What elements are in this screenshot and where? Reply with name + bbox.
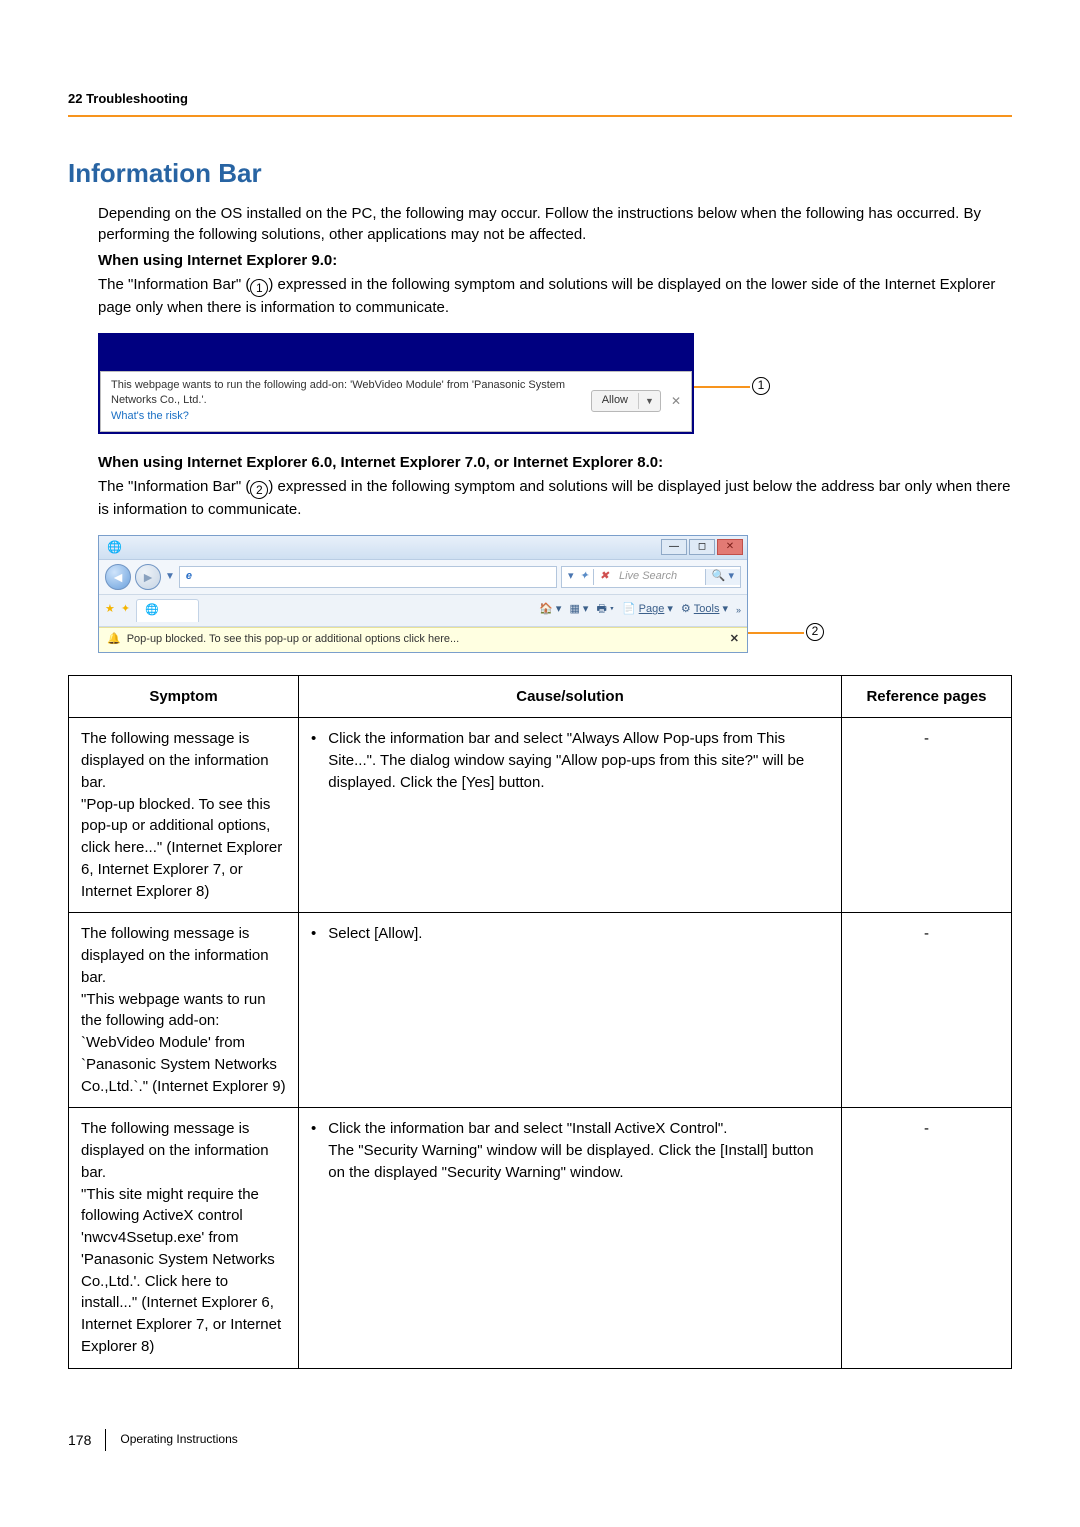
- maximize-button[interactable]: ◻: [689, 539, 715, 555]
- window-close-button[interactable]: ✕: [717, 539, 743, 555]
- circled-1-inline: 1: [250, 279, 268, 297]
- symptom-cell: The following message is displayed on th…: [69, 718, 299, 913]
- address-bar[interactable]: e: [179, 566, 557, 588]
- table-row: The following message is displayed on th…: [69, 718, 1012, 913]
- ie9-heading: When using Internet Explorer 9.0:: [98, 250, 1012, 272]
- ie9-infobar-figure: This webpage wants to run the following …: [98, 333, 1012, 435]
- tools-menu[interactable]: ⚙ Tools ▾: [681, 602, 728, 618]
- chevron-down-icon[interactable]: ▼: [639, 395, 660, 408]
- ie9-information-bar[interactable]: This webpage wants to run the following …: [100, 371, 692, 433]
- feeds-icon[interactable]: ▦ ▾: [569, 602, 588, 618]
- ie-favicon-icon: 🌐: [107, 539, 122, 556]
- callout-line-1: [694, 386, 750, 388]
- page-menu[interactable]: 📄 Page ▾: [622, 602, 673, 618]
- footer-label: Operating Instructions: [120, 1431, 237, 1448]
- info-icon: 🔔: [107, 632, 121, 648]
- close-icon[interactable]: ✕: [671, 393, 681, 410]
- allow-button-label: Allow: [592, 393, 639, 409]
- back-button[interactable]: ◄: [105, 564, 131, 590]
- col-ref: Reference pages: [842, 675, 1012, 718]
- ie-icon: e: [186, 569, 192, 585]
- print-icon[interactable]: 🖶 ▾: [596, 602, 614, 618]
- table-header-row: Symptom Cause/solution Reference pages: [69, 675, 1012, 718]
- minimize-button[interactable]: —: [661, 539, 687, 555]
- command-bar: 🏠 ▾ ▦ ▾ 🖶 ▾ 📄 Page ▾ ⚙ Tools ▾ »: [539, 602, 741, 618]
- circled-2-inline: 2: [250, 481, 268, 499]
- intro-text: Depending on the OS installed on the PC,…: [98, 203, 1012, 247]
- table-row: The following message is displayed on th…: [69, 1108, 1012, 1368]
- address-text: [198, 569, 201, 585]
- search-box[interactable]: ▾ ✦ ✖ Live Search 🔍 ▾: [561, 566, 741, 588]
- ie8-desc: The "Information Bar" (2) expressed in t…: [98, 476, 1012, 521]
- tab-favicon-icon: 🌐: [145, 603, 159, 619]
- ie9-infobar-message: This webpage wants to run the following …: [111, 378, 591, 426]
- cause-cell: •Click the information bar and select "I…: [299, 1108, 842, 1368]
- ie8-information-bar[interactable]: 🔔 Pop-up blocked. To see this pop-up or …: [99, 627, 747, 652]
- ref-cell: -: [842, 1108, 1012, 1368]
- page-number: 178: [68, 1430, 91, 1450]
- ie9-desc: The "Information Bar" (1) expressed in t…: [98, 274, 1012, 319]
- search-icon[interactable]: 🔍 ▾: [705, 569, 740, 585]
- allow-button[interactable]: Allow ▼: [591, 390, 661, 412]
- ref-cell: -: [842, 718, 1012, 913]
- solutions-table: Symptom Cause/solution Reference pages T…: [68, 675, 1012, 1369]
- header-rule: [68, 115, 1012, 117]
- nav-dropdown-icon[interactable]: ▼: [165, 570, 175, 585]
- ref-cell: -: [842, 913, 1012, 1108]
- callout-2: 2: [806, 623, 824, 641]
- ie8-heading: When using Internet Explorer 6.0, Intern…: [98, 452, 1012, 474]
- ie8-infobar-message: Pop-up blocked. To see this pop-up or ad…: [127, 632, 459, 648]
- favorites-icon[interactable]: ★: [105, 602, 115, 618]
- forward-button[interactable]: ►: [135, 564, 161, 590]
- table-row: The following message is displayed on th…: [69, 913, 1012, 1108]
- more-chevron-icon[interactable]: »: [736, 604, 741, 617]
- symptom-cell: The following message is displayed on th…: [69, 913, 299, 1108]
- ie8-nav-row: ◄ ► ▼ e ▾ ✦ ✖ Live Search 🔍 ▾: [99, 560, 747, 595]
- ie9-window-chrome: [100, 335, 692, 371]
- browser-tab[interactable]: 🌐: [136, 599, 199, 622]
- col-symptom: Symptom: [69, 675, 299, 718]
- callout-1: 1: [752, 377, 770, 395]
- tab-title: [165, 603, 168, 619]
- home-icon[interactable]: 🏠 ▾: [539, 602, 561, 618]
- footer-divider: [105, 1429, 106, 1451]
- ie8-titlebar: 🌐 — ◻ ✕: [99, 536, 747, 560]
- cause-cell: •Click the information bar and select "A…: [299, 718, 842, 913]
- ie8-tab-row: ★ ✦ 🌐 🏠 ▾ ▦ ▾ 🖶 ▾ 📄 Page ▾ ⚙ Tools ▾ »: [99, 595, 747, 627]
- infobar-close-icon[interactable]: ✕: [730, 632, 739, 648]
- cause-cell: •Select [Allow].: [299, 913, 842, 1108]
- section-title: Information Bar: [68, 155, 1012, 193]
- page-footer: 178 Operating Instructions: [68, 1429, 1012, 1451]
- add-favorites-icon[interactable]: ✦: [121, 602, 130, 618]
- symptom-cell: The following message is displayed on th…: [69, 1108, 299, 1368]
- running-header: 22 Troubleshooting: [68, 90, 1012, 109]
- callout-line-2: [748, 632, 804, 634]
- ie8-window-figure: 🌐 — ◻ ✕ ◄ ► ▼ e ▾ ✦ ✖: [98, 535, 1012, 653]
- col-cause: Cause/solution: [299, 675, 842, 718]
